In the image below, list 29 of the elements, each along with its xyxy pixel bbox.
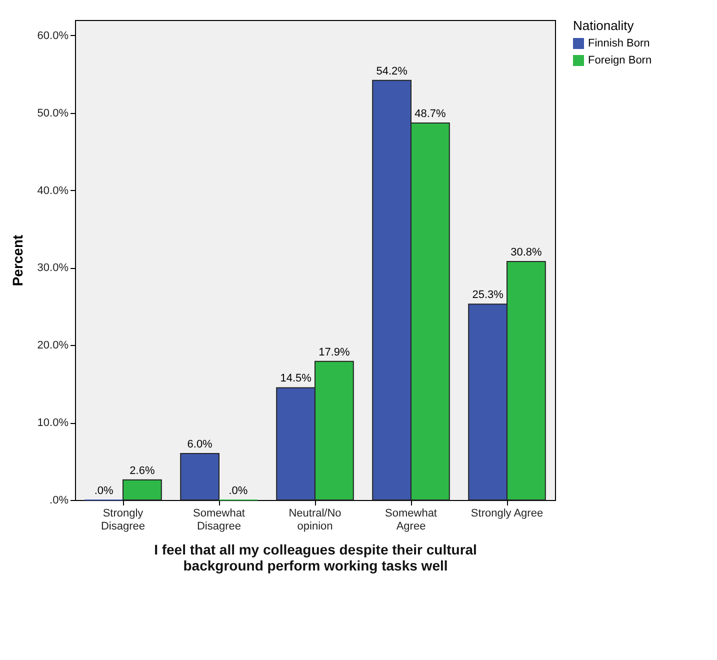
y-tick-label: 60.0% <box>37 30 69 42</box>
y-tick-label: 20.0% <box>37 340 69 352</box>
data-label: .0% <box>228 485 248 497</box>
data-label: 14.5% <box>280 372 312 385</box>
x-tick-label: Neutral/No opinion <box>288 508 342 532</box>
data-label: 2.6% <box>130 464 155 477</box>
x-tick-label: Strongly Disagree <box>100 508 146 532</box>
y-tick-label: 10.0% <box>37 417 69 430</box>
data-label: 6.0% <box>187 438 213 451</box>
legend-label: Foreign Born <box>588 54 652 66</box>
x-tick-label: Somewhat Disagree <box>193 508 245 532</box>
y-tick-label: .0% <box>50 494 69 506</box>
y-tick-label: 50.0% <box>37 107 69 120</box>
legend-title: Nationality <box>573 18 634 33</box>
y-axis-title: Percent <box>9 234 26 286</box>
data-label: .0% <box>94 485 114 497</box>
legend-label: Finnish Born <box>588 38 650 50</box>
y-tick-label: 30.0% <box>37 262 69 274</box>
bar <box>180 453 220 500</box>
data-label: 30.8% <box>510 246 542 259</box>
x-tick-label: Strongly Agree <box>470 508 544 520</box>
y-tick-label: 40.0% <box>37 184 69 197</box>
data-label: 48.7% <box>414 108 446 120</box>
data-label: 17.9% <box>318 346 350 358</box>
data-label: 54.2% <box>376 65 408 78</box>
bar <box>122 479 162 500</box>
x-axis-title: I feel that all my colleagues despite their cultural background perform working tasks well <box>154 542 477 574</box>
data-label: 25.3% <box>472 289 504 302</box>
x-tick-label: Somewhat Agree <box>385 508 437 532</box>
